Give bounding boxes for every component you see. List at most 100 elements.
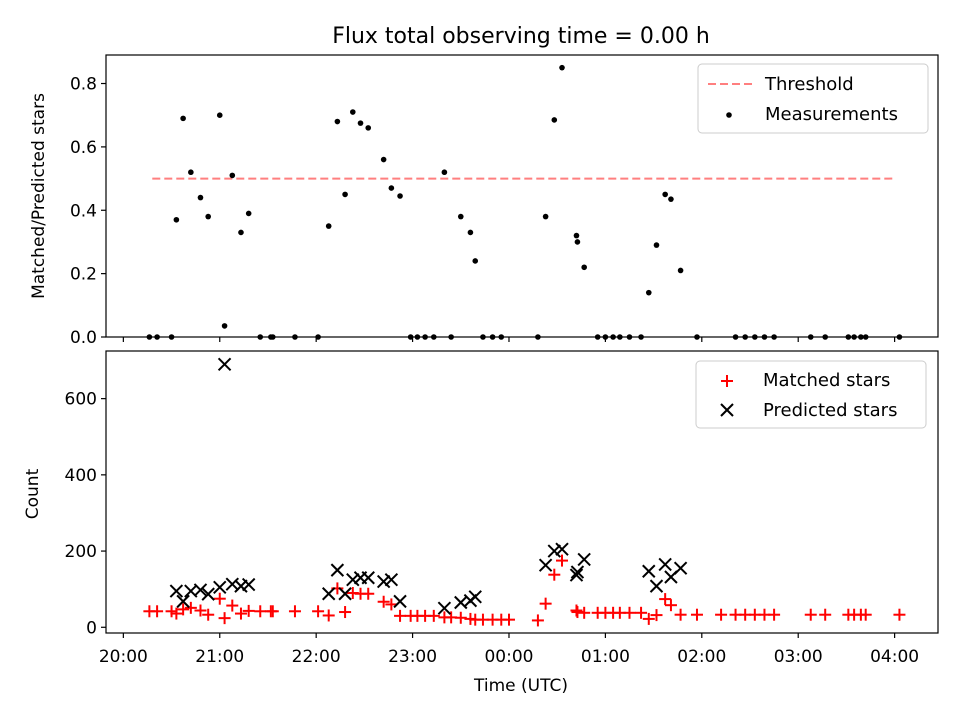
measurement-point: [380, 156, 387, 163]
x-tick-label: 02:00: [677, 647, 726, 667]
x-tick-label: 23:00: [388, 647, 437, 667]
measurement-point: [197, 194, 204, 201]
measurement-point: [457, 213, 464, 220]
predicted-star-marker: [570, 565, 585, 579]
matched-star-marker: [690, 608, 703, 621]
matched-star-marker: [664, 599, 677, 612]
matched-star-marker: [339, 606, 352, 619]
matched-star-marker: [427, 609, 440, 622]
measurement-point: [325, 223, 332, 229]
matched-star-marker: [578, 606, 591, 619]
measurement-point: [180, 115, 186, 122]
top-legend: Threshold Measurements: [697, 63, 929, 134]
matched-star-marker: [859, 608, 872, 621]
predicted-star-marker: [547, 544, 562, 558]
matched-star-marker: [202, 608, 215, 621]
matched-star-marker: [194, 604, 207, 617]
matched-star-marker: [642, 612, 655, 625]
matched-star-marker: [674, 608, 687, 621]
predicted-star-marker: [201, 587, 215, 601]
x-tick-label: 21:00: [195, 647, 244, 667]
matched-star-marker: [151, 605, 164, 618]
predicted-star-marker: [569, 568, 584, 582]
matched-star-marker: [893, 608, 906, 621]
top-y-tick-label: 0.8: [70, 75, 97, 95]
measurement-point: [653, 242, 660, 248]
matched-star-marker: [266, 605, 279, 618]
top-y-tick-label: 0.4: [70, 201, 97, 221]
matched-star-marker: [502, 613, 515, 626]
matched-legend-marker: [721, 375, 733, 387]
measurement-point: [542, 213, 549, 220]
bottom-axes-frame: [105, 350, 939, 634]
bottom-panel: Count Time (UTC) Matched stars Predicted…: [23, 350, 939, 696]
matched-star-marker: [556, 554, 569, 567]
x-tick-label: 00:00: [484, 647, 533, 667]
top-panel: Matched/Predicted stars Threshold Measur…: [29, 54, 939, 340]
measurement-point: [441, 169, 448, 176]
matched-star-marker: [254, 605, 267, 618]
predicted-star-marker: [346, 572, 360, 587]
matched-star-marker: [650, 609, 663, 622]
predicted-star-marker: [169, 584, 184, 598]
measurement-point: [342, 191, 348, 198]
matched-star-marker: [804, 608, 817, 621]
matched-star-marker: [539, 597, 552, 610]
matched-star-marker: [177, 603, 190, 616]
x-tick-label: 01:00: [581, 647, 630, 667]
top-plot-area: [146, 64, 903, 340]
predicted-star-marker: [330, 563, 345, 577]
bottom-plot-area: [143, 357, 906, 627]
measurement-point: [334, 118, 341, 125]
predicted-star-marker: [649, 579, 664, 593]
matched-star-marker: [322, 609, 335, 622]
predicted-star-marker: [213, 580, 227, 594]
measurement-point: [388, 185, 395, 191]
top-legend-box: [697, 63, 929, 134]
matched-star-marker: [242, 604, 255, 617]
matched-star-marker: [234, 607, 247, 620]
top-y-axis-label: Matched/Predicted stars: [29, 93, 49, 299]
matched-star-marker: [288, 605, 301, 618]
measurements-legend-marker: [726, 112, 732, 118]
predicted-star-marker: [393, 594, 407, 609]
measurement-point: [467, 229, 474, 236]
matched-legend-label: Matched stars: [763, 370, 890, 391]
bottom-legend-box: [695, 360, 927, 429]
x-axis-label: Time (UTC): [473, 676, 568, 696]
matched-star-marker: [184, 601, 197, 614]
measurement-point: [645, 289, 652, 296]
predicted-star-marker: [241, 577, 256, 592]
matched-star-marker: [531, 614, 544, 627]
top-y-tick-label: 0.6: [70, 138, 97, 158]
predicted-star-marker: [673, 561, 688, 575]
measurement-point: [238, 229, 244, 236]
top-y-tick-label: 0.2: [70, 265, 97, 285]
predicted-star-marker: [642, 564, 656, 578]
matched-star-marker: [213, 592, 226, 605]
matched-star-marker: [312, 605, 325, 618]
measurement-point: [350, 109, 356, 115]
bottom-y-tick-label: 600: [65, 390, 97, 410]
matched-star-marker: [623, 606, 636, 619]
predicted-star-marker: [577, 552, 591, 567]
measurements-legend-label: Measurements: [765, 104, 898, 125]
predicted-star-marker: [538, 558, 553, 572]
measurement-point: [472, 258, 479, 264]
measurement-point: [216, 112, 223, 119]
top-axes-frame: [105, 54, 939, 338]
predicted-star-marker: [658, 557, 672, 572]
measurement-point: [668, 196, 674, 202]
predicted-star-marker: [376, 574, 391, 589]
measurement-point: [559, 64, 565, 71]
measurement-point: [245, 210, 252, 217]
predicted-star-marker: [176, 594, 190, 609]
measurement-point: [205, 213, 211, 220]
bottom-y-tick-label: 200: [65, 542, 97, 562]
predicted-star-marker: [468, 590, 482, 604]
measurement-point: [574, 239, 581, 245]
predicted-star-marker: [437, 601, 452, 615]
matched-star-marker: [635, 606, 648, 619]
matched-star-marker: [768, 608, 781, 621]
predicted-star-marker: [338, 587, 352, 601]
